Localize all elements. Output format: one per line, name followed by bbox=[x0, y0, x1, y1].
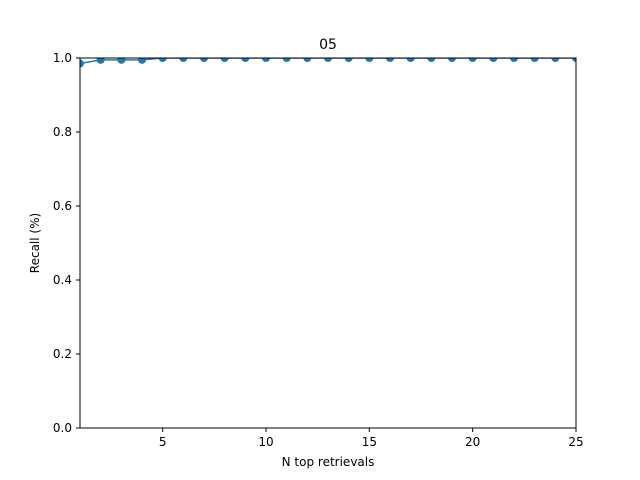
x-tick-label: 10 bbox=[258, 435, 273, 449]
data-point bbox=[551, 58, 560, 62]
x-tick-label: 20 bbox=[465, 435, 480, 449]
x-tick-label: 5 bbox=[159, 435, 167, 449]
y-axis: 0.0 0.2 0.4 0.6 0.8 1.0 bbox=[53, 51, 80, 435]
data-point bbox=[220, 58, 229, 62]
data-point bbox=[448, 58, 456, 62]
y-tick-label: 0.6 bbox=[53, 199, 72, 213]
data-point bbox=[530, 58, 539, 62]
data-point bbox=[241, 58, 250, 62]
data-point bbox=[510, 58, 518, 62]
data-point bbox=[117, 58, 126, 64]
data-point bbox=[468, 58, 477, 62]
x-tick-label: 15 bbox=[362, 435, 377, 449]
data-point bbox=[344, 58, 353, 62]
x-axis: 5 10 15 20 25 bbox=[159, 428, 584, 449]
x-tick-label: 25 bbox=[568, 435, 583, 449]
series-recall bbox=[80, 58, 576, 68]
y-tick-label: 0.0 bbox=[53, 421, 72, 435]
data-point bbox=[406, 58, 415, 62]
data-point bbox=[324, 58, 332, 62]
data-point bbox=[96, 58, 105, 64]
data-point bbox=[80, 59, 84, 68]
data-point bbox=[427, 58, 436, 62]
data-point bbox=[365, 58, 374, 62]
data-point bbox=[489, 58, 498, 62]
data-point bbox=[138, 58, 146, 64]
data-point bbox=[282, 58, 291, 62]
x-axis-label: N top retrievals bbox=[282, 455, 375, 469]
chart-title: 05 bbox=[319, 37, 337, 53]
data-point bbox=[262, 58, 270, 62]
y-tick-label: 0.2 bbox=[53, 347, 72, 361]
data-point bbox=[386, 58, 394, 62]
y-tick-label: 0.4 bbox=[53, 273, 72, 287]
data-point bbox=[200, 58, 208, 62]
data-point bbox=[179, 58, 188, 62]
y-tick-label: 1.0 bbox=[53, 51, 72, 65]
data-point bbox=[303, 58, 312, 62]
plot-frame bbox=[79, 57, 577, 429]
data-point bbox=[158, 58, 167, 62]
y-tick-label: 0.8 bbox=[53, 125, 72, 139]
y-axis-label: Recall (%) bbox=[28, 213, 42, 273]
data-point bbox=[572, 58, 576, 62]
